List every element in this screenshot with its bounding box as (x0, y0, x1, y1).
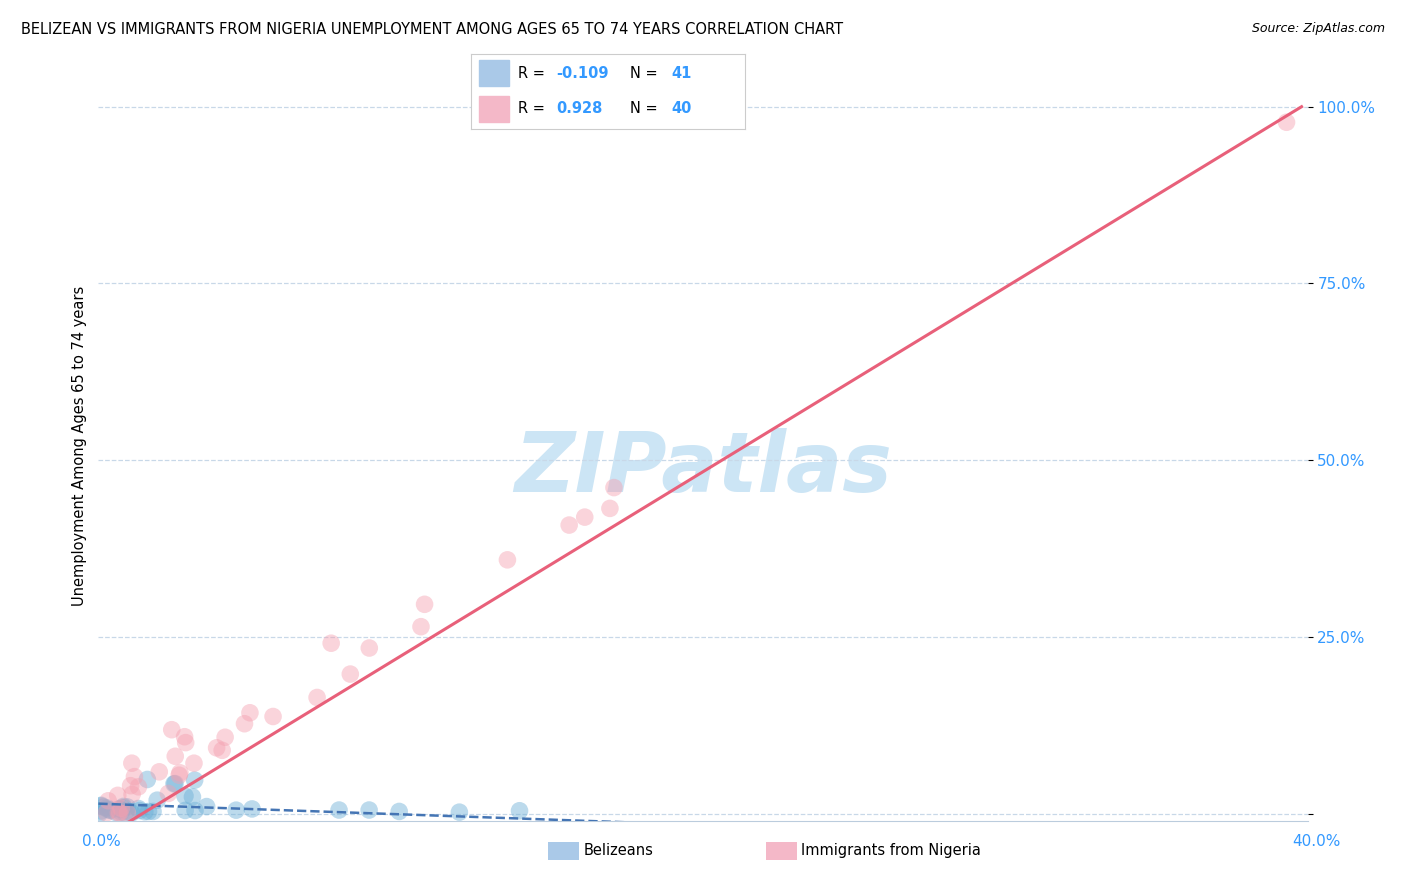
Text: 0.0%: 0.0% (82, 834, 121, 848)
Point (117, 805, 139, 820)
Point (121, 805, 143, 820)
Text: -0.109: -0.109 (555, 66, 609, 81)
Point (90, 804, 112, 818)
Point (169, 765, 191, 780)
Point (97, 802, 120, 816)
Text: 40.0%: 40.0% (1292, 834, 1340, 848)
Point (307, 690, 329, 705)
Text: N =: N = (630, 102, 658, 116)
Point (183, 773, 205, 788)
Text: Belizeans: Belizeans (583, 844, 654, 858)
FancyBboxPatch shape (479, 61, 509, 87)
Point (121, 788, 143, 802)
Point (174, 789, 197, 803)
Point (183, 756, 205, 771)
Point (328, 803, 350, 817)
Text: Source: ZipAtlas.com: Source: ZipAtlas.com (1251, 22, 1385, 36)
Point (205, 740, 228, 755)
Point (239, 706, 262, 720)
Point (96, 801, 118, 815)
Point (114, 806, 136, 821)
Point (98, 803, 121, 817)
Point (97, 794, 120, 808)
Point (100, 804, 122, 818)
Point (413, 597, 436, 611)
Point (93, 800, 115, 814)
Point (134, 805, 156, 819)
Point (128, 804, 150, 818)
Point (165, 749, 187, 764)
Point (124, 770, 146, 784)
Point (359, 640, 381, 655)
Point (195, 799, 218, 814)
Point (112, 799, 135, 814)
Point (211, 743, 233, 757)
Point (321, 636, 343, 650)
Point (115, 804, 138, 818)
Point (339, 667, 361, 681)
Point (214, 731, 236, 745)
Point (110, 801, 132, 815)
FancyBboxPatch shape (479, 96, 509, 122)
Point (599, 501, 621, 516)
Point (181, 789, 204, 804)
Point (148, 764, 170, 779)
Text: R =: R = (517, 66, 544, 81)
Text: N =: N = (630, 66, 658, 81)
Point (240, 802, 263, 816)
Point (558, 518, 581, 533)
Point (108, 802, 131, 816)
Point (90, 799, 112, 814)
Point (112, 800, 135, 814)
Point (1275, 115, 1298, 129)
Text: BELIZEAN VS IMMIGRANTS FROM NIGERIA UNEMPLOYMENT AMONG AGES 65 TO 74 YEARS CORRE: BELIZEAN VS IMMIGRANTS FROM NIGERIA UNEM… (21, 22, 844, 37)
Point (138, 805, 160, 819)
Point (89, 806, 111, 821)
Text: 0.928: 0.928 (555, 102, 602, 116)
Point (127, 780, 149, 794)
Point (108, 805, 131, 820)
Point (157, 787, 180, 801)
Point (108, 802, 131, 816)
Point (509, 804, 531, 818)
Y-axis label: Unemployment Among Ages 65 to 74 years: Unemployment Among Ages 65 to 74 years (72, 285, 87, 607)
Point (262, 709, 284, 723)
Point (107, 805, 129, 820)
Point (173, 730, 195, 744)
Point (496, 553, 519, 567)
Point (127, 801, 149, 815)
Point (96, 805, 118, 820)
Point (142, 805, 165, 819)
Text: Immigrants from Nigeria: Immigrants from Nigeria (801, 844, 981, 858)
Point (233, 716, 256, 731)
Point (167, 768, 190, 782)
Point (115, 800, 138, 814)
Point (107, 789, 129, 803)
Point (146, 793, 169, 807)
Text: 41: 41 (671, 66, 692, 81)
Point (165, 776, 187, 790)
Point (359, 803, 381, 817)
Point (184, 804, 207, 818)
Point (160, 723, 183, 737)
Point (110, 805, 132, 819)
Point (136, 772, 159, 787)
Point (174, 804, 197, 818)
Point (603, 481, 626, 495)
Point (163, 777, 186, 791)
Text: 40: 40 (671, 102, 692, 116)
Point (120, 779, 142, 793)
Point (121, 756, 143, 771)
Point (388, 805, 411, 819)
Point (90, 798, 112, 813)
Point (409, 620, 432, 634)
Point (104, 805, 127, 820)
Text: R =: R = (517, 102, 544, 116)
Point (449, 805, 471, 819)
Point (174, 736, 197, 750)
Point (225, 803, 247, 817)
Text: ZIPatlas: ZIPatlas (515, 428, 891, 509)
Point (574, 510, 596, 524)
